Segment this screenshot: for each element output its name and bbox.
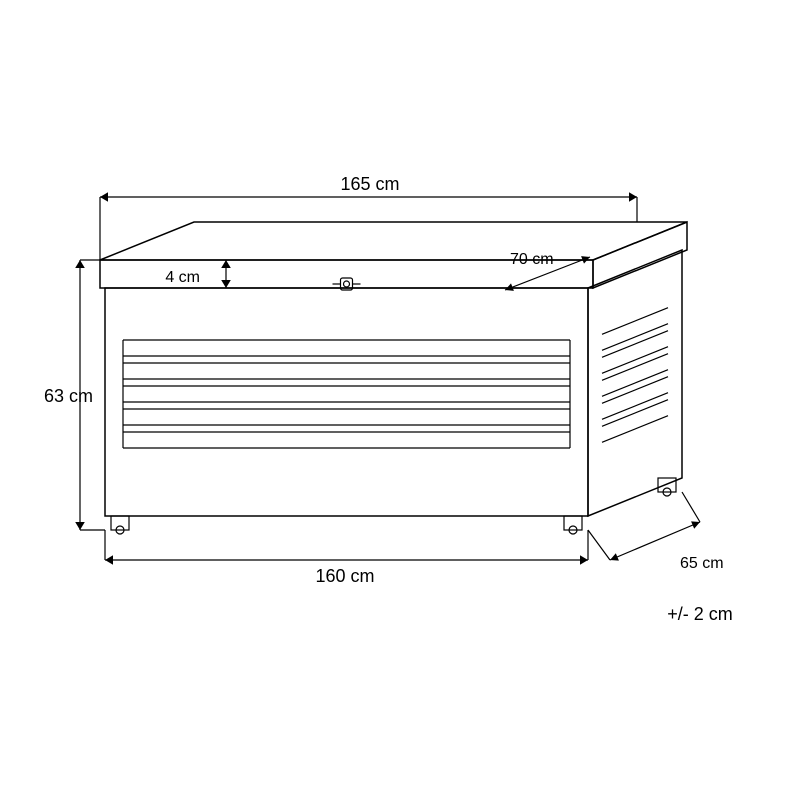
dim-depth-bottom: 65 cm bbox=[680, 555, 724, 572]
dim-lid-thickness: 4 cm bbox=[165, 269, 200, 286]
dim-height: 63 cm bbox=[44, 386, 93, 406]
dim-top-width: 165 cm bbox=[340, 174, 399, 194]
dim-depth-top: 70 cm bbox=[510, 251, 554, 268]
dim-bottom-width: 160 cm bbox=[315, 566, 374, 586]
tolerance-note: +/- 2 cm bbox=[667, 604, 733, 624]
